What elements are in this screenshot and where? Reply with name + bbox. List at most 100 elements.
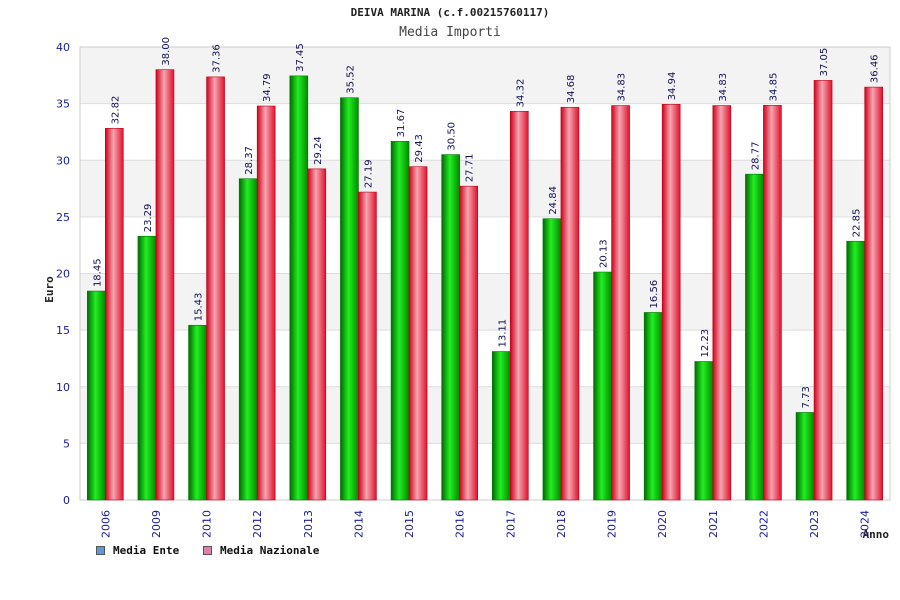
data-label: 34.83 [718,73,729,102]
x-tick-label: 2009 [150,510,163,538]
bar-media-ente [441,154,460,501]
data-label: 27.71 [465,154,476,183]
x-tick-label: 2021 [707,510,720,538]
bar-media-ente [390,141,410,501]
data-label: 37.45 [295,43,306,72]
y-tick-label: 20 [56,268,70,281]
data-label: 34.83 [617,73,628,102]
data-label: 22.85 [852,209,863,238]
bar-media-nazionale [813,80,833,501]
data-label: 7.73 [801,386,812,408]
bar-media-nazionale [307,168,327,501]
data-label: 35.52 [345,65,356,94]
chart-title: DEIVA MARINA (c.f.00215760117) [350,6,550,19]
bar-media-nazionale [459,185,478,501]
bar-media-ente [846,240,865,501]
data-label: 32.82 [110,96,121,125]
bar-media-ente [87,290,106,501]
bar-media-ente [745,173,764,501]
y-tick-label: 25 [56,211,70,224]
data-label: 27.19 [363,159,374,188]
data-label: 28.37 [244,146,255,175]
y-tick-label: 40 [56,41,70,54]
data-label: 37.36 [212,44,223,73]
x-tick-label: 2015 [403,510,416,538]
legend-swatch-nazionale [203,545,212,555]
bar-media-ente [795,412,815,501]
data-label: 31.67 [396,109,407,138]
bar-media-nazionale [358,191,377,501]
data-label: 37.05 [819,48,830,77]
data-label: 29.24 [313,136,324,165]
data-label: 34.68 [566,75,577,104]
data-label: 34.32 [515,79,526,108]
bar-media-ente [492,351,511,501]
x-tick-label: 2006 [99,510,112,538]
y-tick-label: 5 [63,437,70,450]
x-tick-label: 2020 [656,510,669,538]
bar-media-nazionale [510,111,529,501]
bar-media-ente [593,271,612,501]
bar-media-ente [643,312,663,501]
data-label: 15.43 [194,293,205,322]
bar-media-ente [542,218,562,501]
data-label: 38.00 [161,37,172,66]
data-label: 23.29 [143,204,154,233]
x-tick-label: 2014 [352,510,365,538]
x-axis-label: Anno [863,528,890,541]
x-tick-label: 2018 [555,510,568,538]
legend-swatch-ente [96,545,105,555]
x-tick-label: 2019 [606,510,619,538]
bar-media-ente [137,235,157,501]
data-label: 34.79 [262,73,273,102]
x-tick-label: 2012 [251,510,264,538]
bar-media-ente [188,324,207,501]
data-label: 16.56 [649,280,660,309]
bar-media-ente [238,178,258,501]
legend-label-nazionale: Media Nazionale [220,543,320,557]
y-tick-label: 15 [56,324,70,337]
data-label: 12.23 [700,329,711,358]
bar-media-nazionale [864,86,883,501]
data-label: 28.77 [750,142,761,171]
plot-border [79,46,891,501]
bar-media-nazionale [712,105,732,501]
bar-media-nazionale [763,105,782,501]
legend-label-ente: Media Ente [113,543,180,557]
y-tick-label: 10 [56,381,70,394]
x-tick-label: 2024 [859,510,872,538]
bar-media-ente [694,361,714,501]
x-tick-label: 2023 [808,510,821,538]
bar-media-nazionale [611,105,630,501]
bar-media-ente [289,75,309,501]
x-tick-label: 2010 [201,510,214,538]
data-label: 29.43 [414,134,425,163]
legend-item-nazionale: Media Nazionale [203,543,319,557]
x-tick-label: 2022 [757,510,770,538]
y-tick-label: 35 [56,98,70,111]
data-label: 34.85 [768,73,779,102]
data-label: 30.50 [447,122,458,151]
x-tick-label: 2013 [302,510,315,538]
bar-media-nazionale [560,106,580,501]
bar-media-nazionale [661,104,681,501]
x-tick-label: 2017 [504,510,517,538]
chart-subtitle: Media Importi [399,25,501,40]
data-label: 24.84 [548,186,559,215]
x-tick-label: 2016 [454,510,467,538]
data-label: 34.94 [667,72,678,101]
legend-item-ente: Media Ente [96,543,179,557]
bar-media-nazionale [408,166,428,501]
data-label: 20.13 [599,239,610,268]
data-label: 36.46 [870,54,881,83]
bar-media-nazionale [105,128,124,501]
y-axis-label: Euro [43,276,56,303]
data-label: 13.11 [497,319,508,348]
y-tick-label: 0 [63,494,70,507]
data-label: 18.45 [92,258,103,287]
bar-media-ente [340,97,359,501]
bar-media-nazionale [206,76,225,501]
y-tick-label: 30 [56,154,70,167]
bar-media-nazionale [256,105,276,501]
